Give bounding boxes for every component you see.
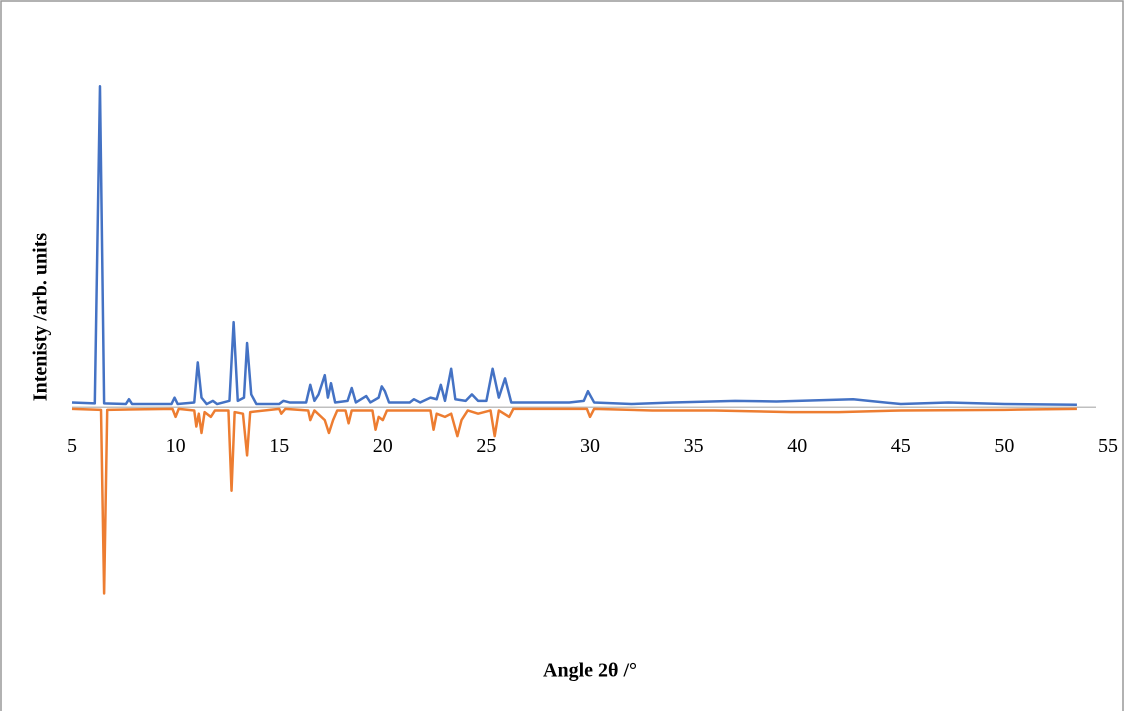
- y-axis-title: Intenisty /arb. units: [30, 233, 52, 402]
- x-tick-label: 15: [269, 435, 289, 457]
- x-tick-label: 55: [1098, 435, 1118, 457]
- x-tick-label: 35: [684, 435, 704, 457]
- x-tick-label: 10: [166, 435, 186, 457]
- x-tick-label: 45: [891, 435, 911, 457]
- x-tick-label: 30: [580, 435, 600, 457]
- x-tick-label: 25: [476, 435, 496, 457]
- x-axis-title: Angle 2θ /°: [543, 660, 637, 682]
- x-tick-label: 5: [67, 435, 77, 457]
- x-tick-label: 50: [994, 435, 1014, 457]
- x-tick-label: 20: [373, 435, 393, 457]
- series-line: [71, 84, 1077, 406]
- x-tick-label: 40: [787, 435, 807, 457]
- series-line: [71, 407, 1077, 595]
